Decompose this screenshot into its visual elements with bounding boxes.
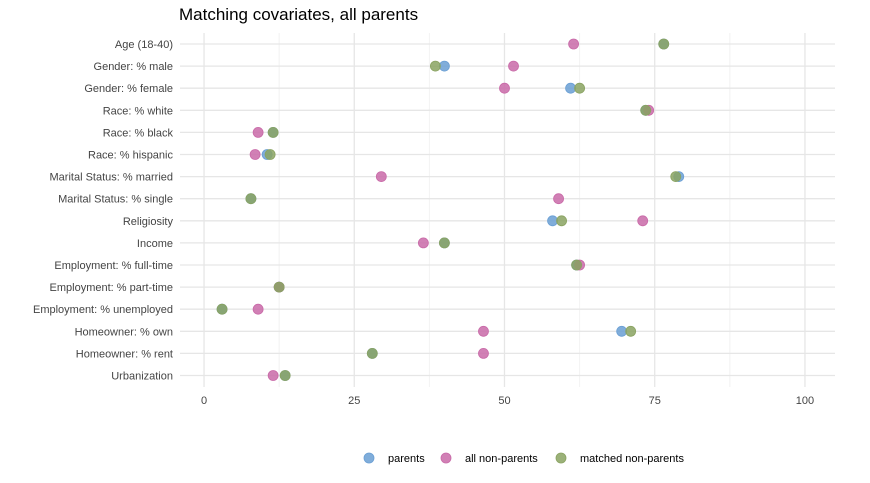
data-point	[565, 82, 576, 94]
y-tick-label: Race: % black	[103, 127, 174, 139]
y-tick-label: Gender: % female	[84, 83, 173, 95]
data-point	[375, 171, 387, 183]
y-tick-label: Homeowner: % rent	[76, 348, 173, 360]
data-point	[658, 38, 670, 50]
data-point	[264, 149, 276, 160]
data-point	[252, 126, 264, 138]
data-point	[640, 104, 652, 116]
x-tick-label: 75	[649, 395, 661, 407]
data-point	[637, 215, 649, 227]
y-tick-label: Employment: % full-time	[54, 260, 173, 272]
legend-marker	[440, 452, 452, 464]
legend-label: all non-parents	[465, 453, 538, 465]
grid-lines	[180, 33, 835, 387]
y-tick-label: Income	[137, 238, 173, 250]
data-point	[252, 303, 264, 315]
y-tick-label: Employment: % part-time	[50, 282, 173, 294]
y-tick-label: Marital Status: % married	[50, 172, 173, 184]
legend: parents all non-parents matched non-parent…	[363, 452, 684, 465]
legend-marker	[363, 452, 375, 464]
x-tick-label: 50	[498, 395, 510, 407]
legend-marker	[555, 452, 567, 464]
x-tick-label: 0	[201, 395, 207, 407]
y-axis-tick-labels: Age (18-40) Gender: % male Gender: % femal…	[33, 39, 174, 383]
data-point	[625, 325, 637, 337]
data-point	[249, 149, 261, 160]
y-tick-label: Homeowner: % own	[75, 326, 173, 338]
y-tick-label: Marital Status: % single	[58, 194, 173, 206]
data-point	[366, 347, 378, 359]
y-tick-label: Gender: % male	[94, 61, 173, 73]
data-point	[574, 82, 586, 94]
chart-title: Matching covariates, all parents	[179, 5, 418, 24]
data-point	[556, 215, 567, 227]
data-point	[273, 281, 285, 293]
y-tick-label: Urbanization	[111, 371, 173, 383]
data-point	[508, 60, 519, 72]
data-point	[267, 370, 279, 381]
data-point	[547, 215, 558, 227]
data-point	[417, 237, 429, 249]
data-point	[279, 370, 291, 381]
data-point	[429, 60, 441, 72]
data-point	[245, 193, 257, 205]
x-tick-label: 100	[796, 395, 814, 407]
data-point	[568, 38, 580, 50]
legend-label: matched non-parents	[580, 453, 684, 465]
data-point	[478, 325, 489, 337]
data-point	[439, 237, 450, 249]
y-tick-label: Race: % white	[103, 105, 173, 117]
data-point	[616, 325, 628, 337]
data-points	[216, 38, 685, 381]
y-tick-label: Employment: % unemployed	[33, 304, 173, 316]
data-point	[499, 82, 510, 94]
x-axis-tick-labels: 0 25 50 75 100	[201, 395, 814, 407]
data-point	[670, 171, 682, 183]
x-tick-label: 25	[348, 395, 360, 407]
data-point	[267, 126, 279, 138]
data-point	[571, 259, 583, 271]
y-tick-label: Religiosity	[123, 216, 174, 228]
data-point	[553, 193, 564, 205]
data-point	[216, 303, 228, 315]
data-point	[478, 347, 489, 359]
data-point	[439, 60, 450, 72]
y-tick-label: Age (18-40)	[115, 39, 173, 51]
legend-label: parents	[388, 453, 425, 465]
y-tick-label: Race: % hispanic	[88, 150, 173, 162]
